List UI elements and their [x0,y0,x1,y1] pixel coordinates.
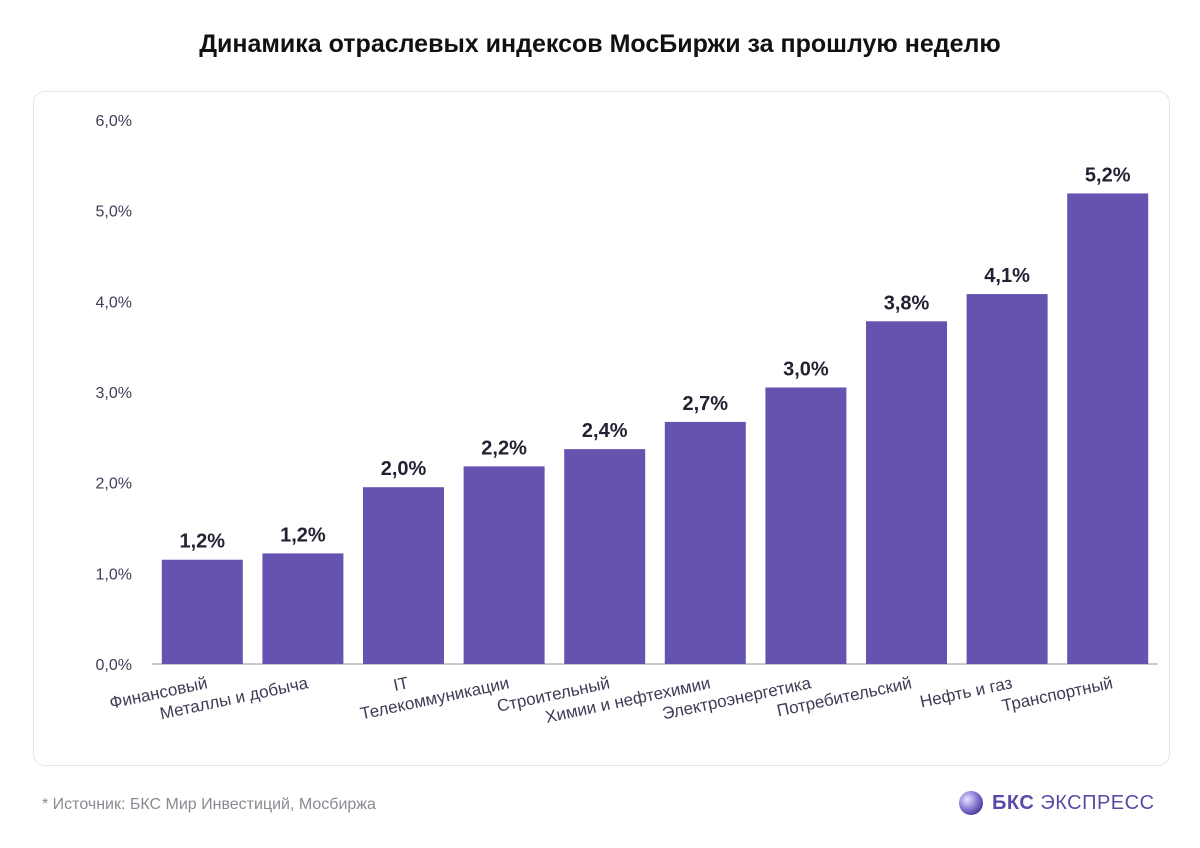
logo-text: БКС ЭКСПРЕСС [992,792,1155,815]
bar [664,421,746,664]
bar [1067,193,1149,664]
y-tick-label: 1,0% [96,566,132,583]
bar [966,294,1048,664]
y-tick-label: 4,0% [96,294,132,311]
bks-orb-icon [959,791,983,815]
y-tick-label: 0,0% [96,657,132,674]
data-label: 4,1% [984,265,1030,287]
bar [161,559,243,664]
y-tick-label: 2,0% [96,476,132,493]
data-label: 3,8% [884,292,930,314]
bar [765,387,847,664]
bar [564,449,646,664]
bks-express-logo: БКС ЭКСПРЕСС [958,788,1155,818]
x-category-label: Телекоммуникации [359,673,511,723]
y-tick-label: 6,0% [96,113,132,130]
data-label: 2,7% [683,393,729,415]
chart-title: Динамика отраслевых индексов МосБиржи за… [199,30,1001,58]
data-label: 5,2% [1085,164,1131,186]
y-tick-label: 3,0% [96,385,132,402]
data-label: 2,4% [582,420,628,442]
x-category-label: IT [392,673,411,695]
bar [262,553,344,664]
x-category-label: Нефть и газ [918,673,1014,711]
data-label: 1,2% [280,524,326,546]
data-label: 1,2% [180,531,226,553]
data-label: 2,0% [381,458,427,480]
bar [866,321,947,664]
data-label: 2,2% [481,437,527,459]
data-label: 3,0% [783,358,829,380]
source-footnote: * Источник: БКС Мир Инвестиций, Мосбиржа [42,796,376,813]
logo-text-rest: ЭКСПРЕСС [1034,791,1155,814]
x-category-label: Транспортный [1000,673,1114,715]
logo-text-bold: БКС [992,791,1035,814]
bar [363,487,444,664]
bar [463,466,545,664]
y-tick-label: 5,0% [96,204,132,221]
